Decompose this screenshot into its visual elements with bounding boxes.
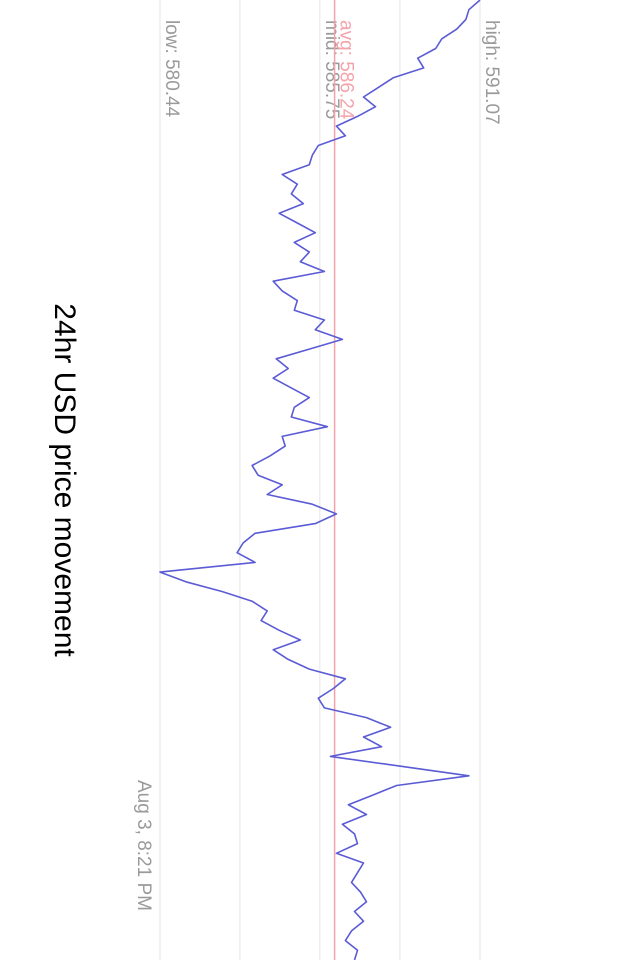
chart-title: 24hr USD price movement	[48, 303, 81, 657]
reference-label-1: mid: 585.75	[321, 20, 342, 119]
reference-label-2: avg: 586.24	[336, 20, 357, 120]
price-series-line	[159, 0, 481, 960]
reference-label-3: high: 591.07	[481, 20, 502, 125]
reference-label-0: low: 580.44	[161, 20, 182, 118]
x-tick-label: Aug 3, 8:21 PM	[133, 780, 154, 911]
